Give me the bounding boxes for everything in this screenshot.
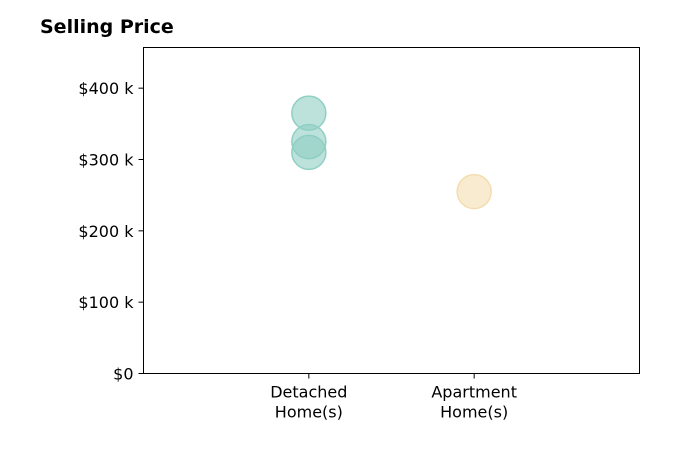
y-tick-label-2: $200 k [78, 222, 134, 241]
data-point-3 [456, 173, 492, 210]
y-tick-label-4: $400 k [78, 79, 134, 98]
y-tick-label-1: $100 k [78, 293, 134, 312]
x-axis: Detached Home(s) Apartment Home(s) [270, 373, 517, 422]
x-tick-label-0: Detached Home(s) [270, 383, 347, 422]
y-axis: $0 $100 k $200 k $300 k $400 k [78, 79, 144, 384]
y-tick-label-3: $300 k [78, 150, 134, 169]
y-tick-label-0: $0 [113, 365, 133, 384]
points-layer [291, 95, 492, 210]
plot-area-frame [143, 47, 640, 374]
x-tick-label-1: Apartment Home(s) [431, 383, 517, 422]
chart-title: Selling Price [40, 16, 174, 38]
data-point-2 [291, 134, 327, 171]
